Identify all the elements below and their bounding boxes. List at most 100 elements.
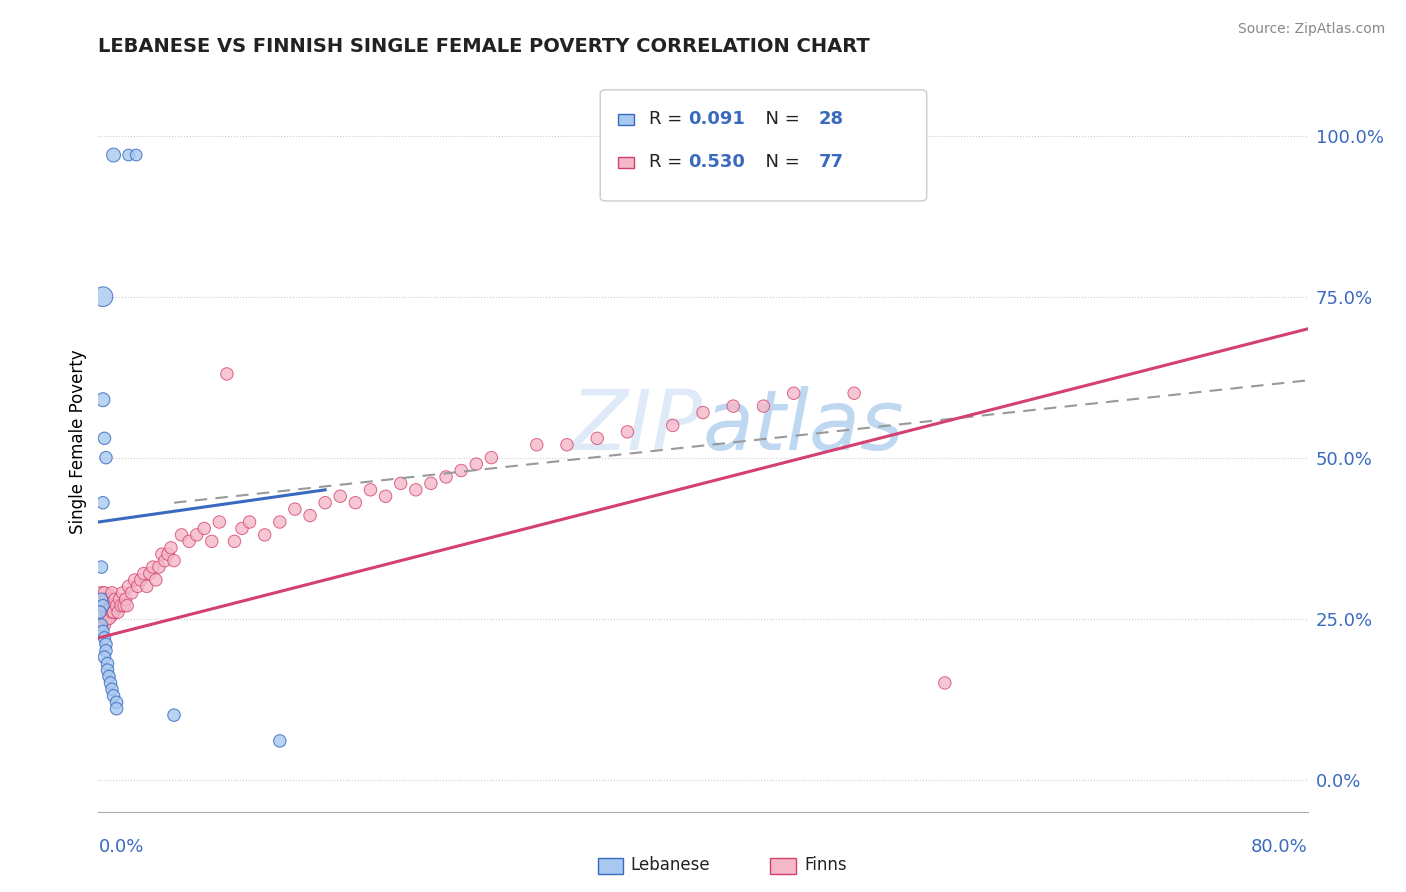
Point bbox=[284, 502, 307, 516]
Text: 0.0%: 0.0% bbox=[98, 838, 143, 856]
Point bbox=[110, 599, 132, 613]
Point bbox=[360, 483, 382, 497]
Point bbox=[101, 605, 124, 619]
Point bbox=[98, 669, 121, 683]
Point bbox=[142, 560, 165, 574]
Text: R =: R = bbox=[648, 111, 688, 128]
Point bbox=[145, 573, 167, 587]
Point bbox=[105, 599, 128, 613]
Text: 80.0%: 80.0% bbox=[1251, 838, 1308, 856]
Point bbox=[111, 586, 134, 600]
Point bbox=[100, 599, 122, 613]
Text: LEBANESE VS FINNISH SINGLE FEMALE POVERTY CORRELATION CHART: LEBANESE VS FINNISH SINGLE FEMALE POVERT… bbox=[98, 37, 870, 56]
Point bbox=[93, 431, 115, 445]
Text: R =: R = bbox=[648, 153, 688, 171]
Point bbox=[160, 541, 183, 555]
Point bbox=[434, 470, 457, 484]
Point bbox=[118, 579, 141, 593]
Point bbox=[93, 650, 115, 665]
Point bbox=[118, 148, 141, 162]
Point bbox=[103, 599, 125, 613]
Point bbox=[100, 592, 122, 607]
Point bbox=[132, 566, 155, 581]
Point bbox=[107, 605, 129, 619]
Point bbox=[661, 418, 683, 433]
Point bbox=[94, 637, 117, 651]
Point bbox=[90, 592, 112, 607]
Point bbox=[179, 534, 201, 549]
Point bbox=[91, 290, 114, 304]
Point bbox=[329, 489, 352, 503]
Point bbox=[723, 399, 745, 413]
Point bbox=[101, 586, 124, 600]
Point bbox=[124, 573, 146, 587]
Point bbox=[125, 148, 148, 162]
Point bbox=[96, 605, 118, 619]
Text: ZIP: ZIP bbox=[571, 386, 703, 467]
Point bbox=[96, 599, 118, 613]
Point bbox=[93, 586, 115, 600]
Point bbox=[844, 386, 866, 401]
Point bbox=[139, 566, 162, 581]
Point bbox=[420, 476, 443, 491]
Point bbox=[163, 554, 186, 568]
Point bbox=[224, 534, 246, 549]
Point bbox=[100, 676, 122, 690]
Point bbox=[616, 425, 638, 439]
Point bbox=[91, 599, 114, 613]
Point bbox=[269, 515, 291, 529]
Point bbox=[91, 624, 114, 639]
Point bbox=[148, 560, 170, 574]
Point bbox=[389, 476, 412, 491]
Text: atlas: atlas bbox=[703, 386, 904, 467]
Point bbox=[103, 605, 125, 619]
Text: 0.530: 0.530 bbox=[689, 153, 745, 171]
Point bbox=[465, 457, 488, 471]
Text: N =: N = bbox=[754, 111, 806, 128]
Point bbox=[94, 611, 117, 625]
Text: 77: 77 bbox=[820, 153, 844, 171]
Point bbox=[450, 463, 472, 477]
Point bbox=[89, 605, 111, 619]
Point bbox=[481, 450, 503, 465]
Point bbox=[201, 534, 224, 549]
Point bbox=[934, 676, 956, 690]
Point bbox=[170, 528, 193, 542]
Point bbox=[153, 554, 176, 568]
Point bbox=[90, 618, 112, 632]
Point bbox=[90, 599, 112, 613]
Point bbox=[526, 438, 548, 452]
Y-axis label: Single Female Poverty: Single Female Poverty bbox=[69, 350, 87, 533]
Point bbox=[103, 689, 125, 703]
Point bbox=[253, 528, 276, 542]
Point bbox=[269, 734, 291, 748]
Point bbox=[783, 386, 806, 401]
Point bbox=[96, 657, 118, 671]
Point bbox=[314, 496, 336, 510]
Text: Lebanese: Lebanese bbox=[630, 856, 710, 874]
Point bbox=[586, 431, 609, 445]
Text: Finns: Finns bbox=[804, 856, 846, 874]
Point bbox=[150, 547, 173, 561]
Point bbox=[163, 708, 186, 723]
Point bbox=[135, 579, 157, 593]
Point bbox=[405, 483, 427, 497]
Point bbox=[208, 515, 231, 529]
Text: 0.091: 0.091 bbox=[689, 111, 745, 128]
Point bbox=[94, 644, 117, 658]
Point bbox=[344, 496, 367, 510]
Text: Source: ZipAtlas.com: Source: ZipAtlas.com bbox=[1237, 22, 1385, 37]
Point bbox=[91, 496, 114, 510]
Point bbox=[374, 489, 396, 503]
Point bbox=[239, 515, 262, 529]
Point bbox=[112, 599, 135, 613]
Point bbox=[115, 599, 138, 613]
Point bbox=[105, 695, 128, 709]
FancyBboxPatch shape bbox=[619, 156, 634, 169]
Point bbox=[90, 560, 112, 574]
FancyBboxPatch shape bbox=[600, 90, 927, 201]
Point bbox=[96, 663, 118, 677]
Point bbox=[104, 592, 127, 607]
FancyBboxPatch shape bbox=[619, 113, 634, 126]
Point bbox=[299, 508, 322, 523]
